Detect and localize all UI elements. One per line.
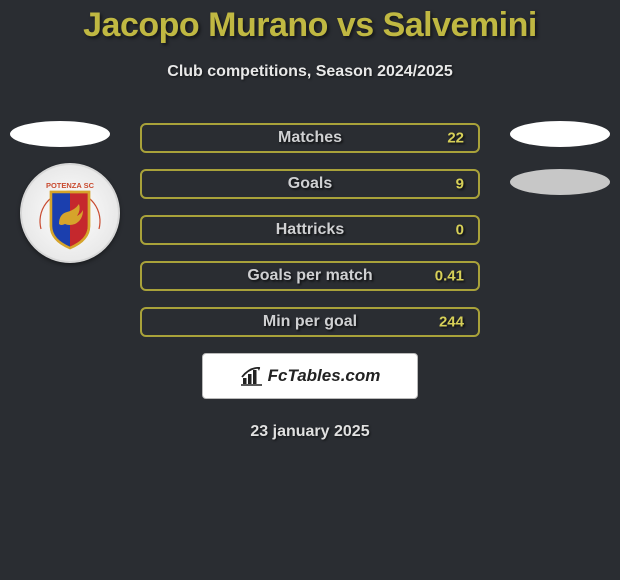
club-badge-svg: POTENZA SC xyxy=(35,174,105,252)
bar-chart-icon xyxy=(240,365,264,387)
stat-row-hattricks: Hattricks 0 xyxy=(140,215,480,245)
stat-label: Goals xyxy=(288,175,332,193)
badge-top-text: POTENZA SC xyxy=(46,181,95,190)
stat-value: 9 xyxy=(456,176,464,193)
player-slot-right-2 xyxy=(510,169,610,195)
stat-value: 0 xyxy=(456,222,464,239)
stat-row-min-per-goal: Min per goal 244 xyxy=(140,307,480,337)
page-title: Jacopo Murano vs Salvemini xyxy=(0,6,620,45)
stat-row-matches: Matches 22 xyxy=(140,123,480,153)
stat-row-goals: Goals 9 xyxy=(140,169,480,199)
stat-label: Goals per match xyxy=(247,267,372,285)
stat-row-goals-per-match: Goals per match 0.41 xyxy=(140,261,480,291)
brand-logo-box[interactable]: FcTables.com xyxy=(202,353,418,399)
player-slot-right-1 xyxy=(510,121,610,147)
subtitle: Club competitions, Season 2024/2025 xyxy=(0,63,620,81)
stat-label: Min per goal xyxy=(263,313,357,331)
player-slot-left xyxy=(10,121,110,147)
stat-value: 0.41 xyxy=(435,268,464,285)
stat-value: 244 xyxy=(439,314,464,331)
stats-area: POTENZA SC Matches 22 Goals 9 Hattricks … xyxy=(0,123,620,441)
stat-label: Hattricks xyxy=(276,221,344,239)
brand-text: FcTables.com xyxy=(268,366,381,386)
stat-rows: Matches 22 Goals 9 Hattricks 0 Goals per… xyxy=(140,123,480,337)
stat-value: 22 xyxy=(447,130,464,147)
club-badge: POTENZA SC xyxy=(20,163,120,263)
comparison-card: Jacopo Murano vs Salvemini Club competit… xyxy=(0,0,620,580)
stat-label: Matches xyxy=(278,129,342,147)
date-line: 23 january 2025 xyxy=(0,423,620,441)
